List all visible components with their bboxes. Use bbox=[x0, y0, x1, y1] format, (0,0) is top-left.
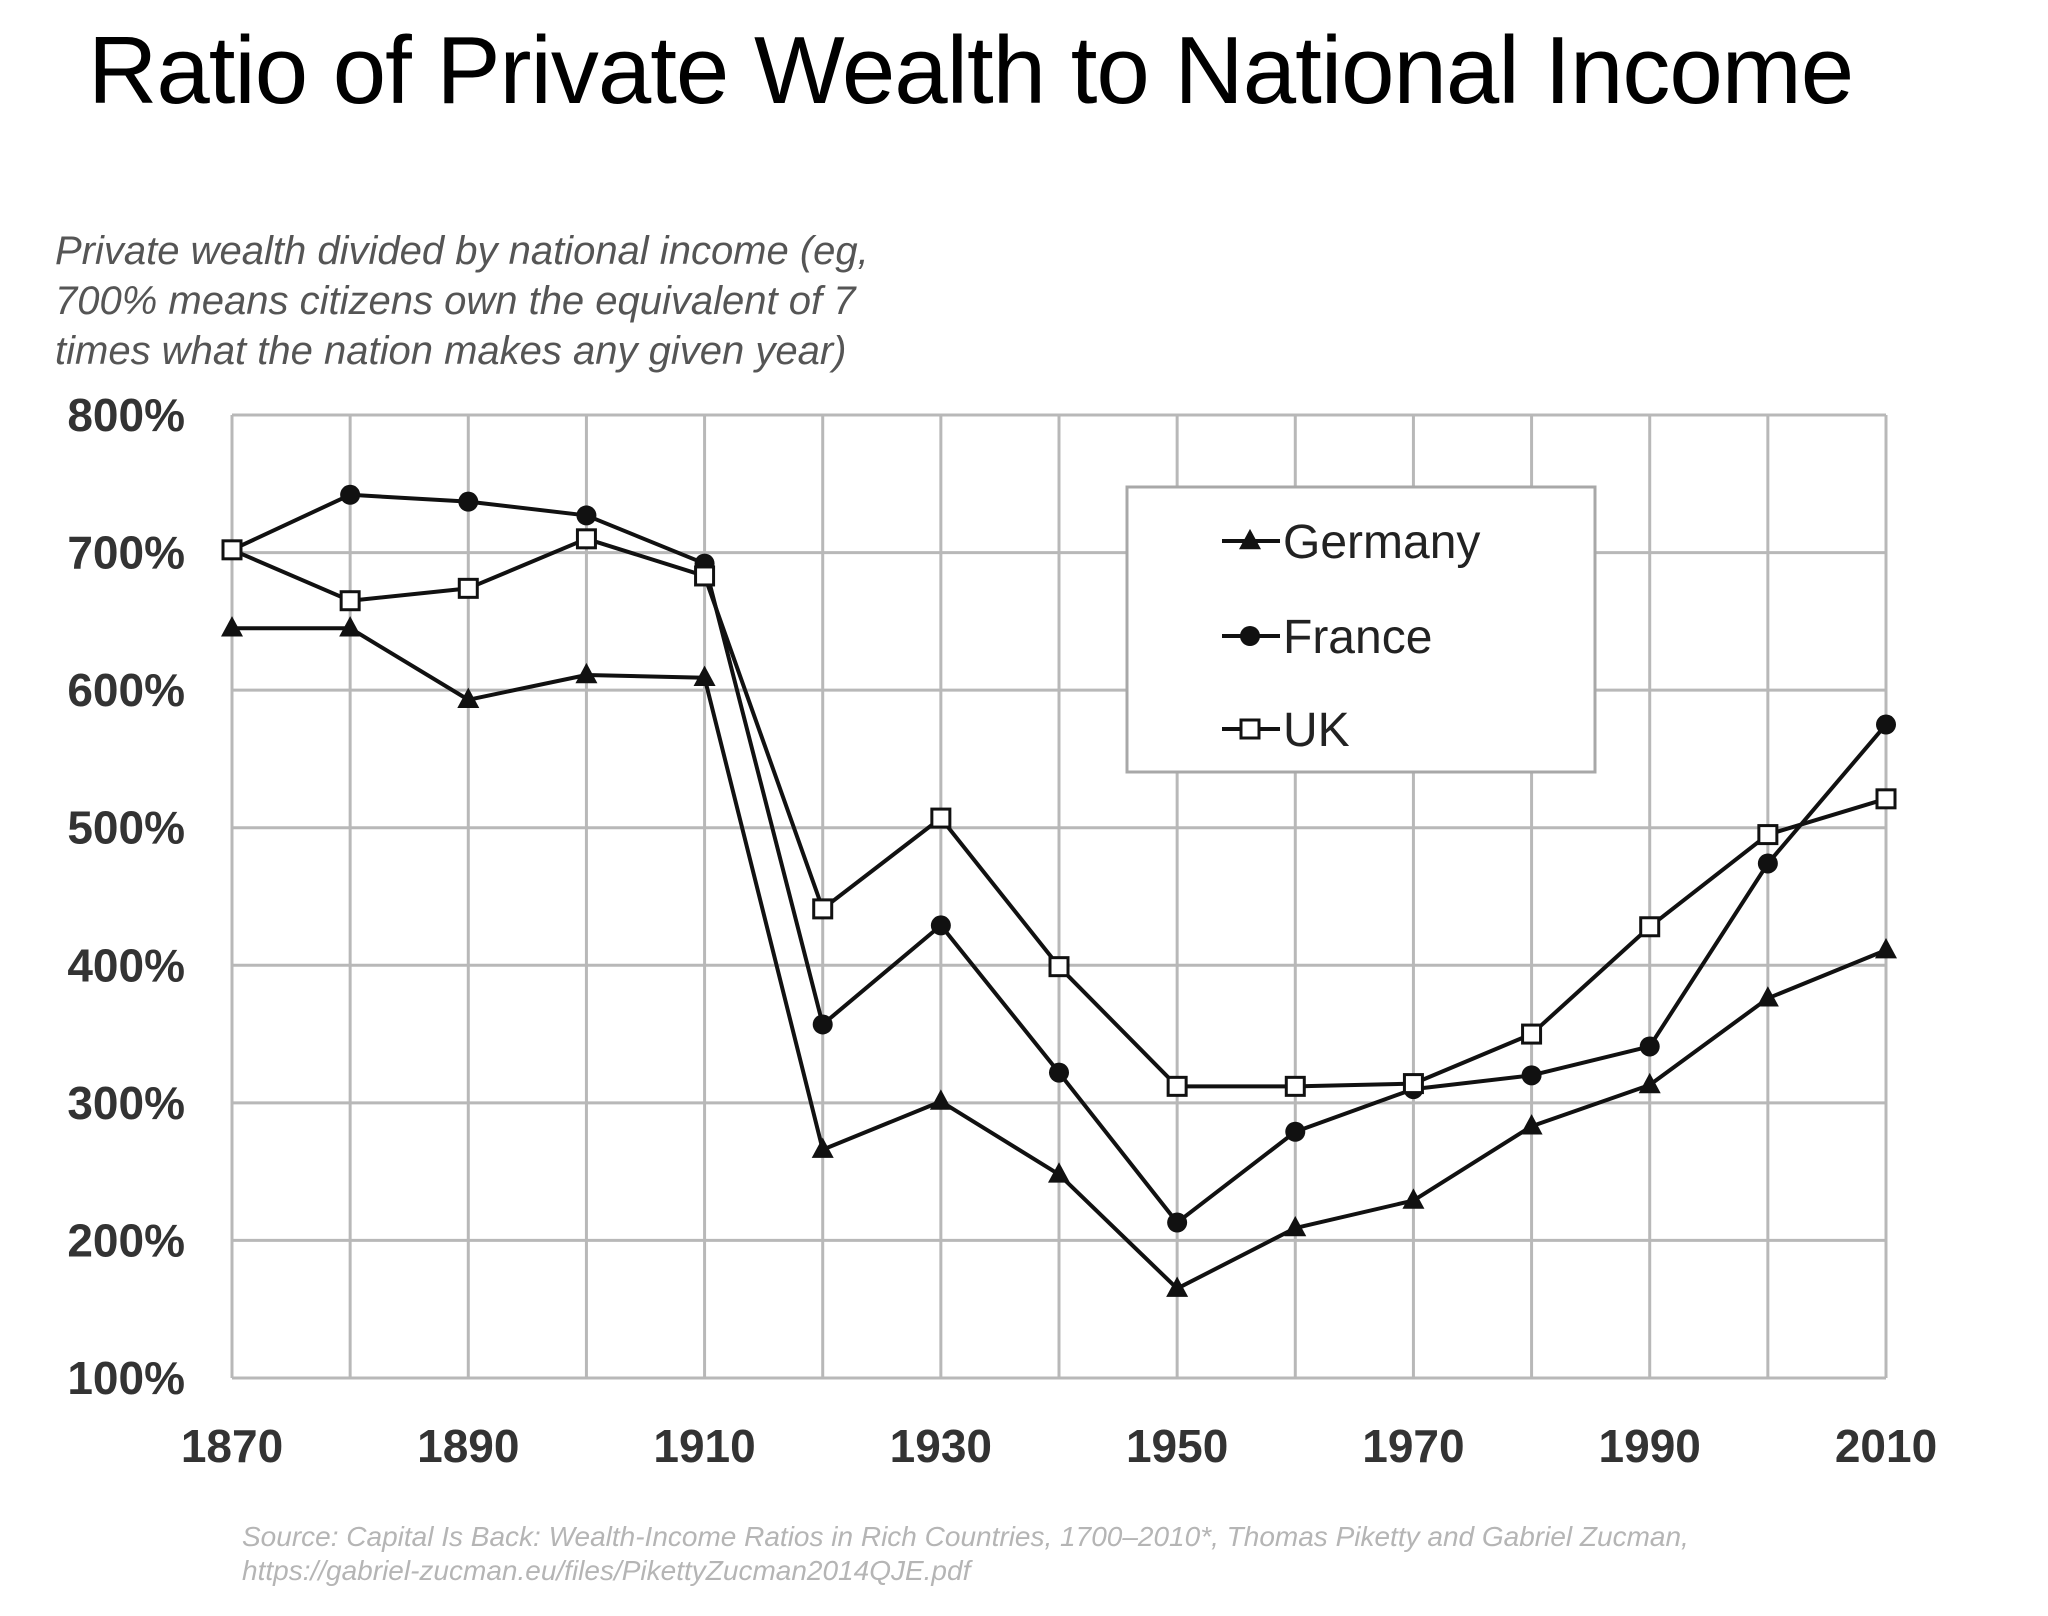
legend-marker-germany bbox=[1239, 528, 1261, 550]
data-point-uk bbox=[1166, 1075, 1188, 1097]
y-tick-label: 400% bbox=[67, 939, 185, 991]
legend-label-germany: Germany bbox=[1283, 516, 1480, 569]
y-tick-label: 100% bbox=[67, 1352, 185, 1404]
chart-subtitle: Private wealth divided by national incom… bbox=[55, 229, 869, 373]
data-point-france bbox=[1521, 1065, 1542, 1086]
x-tick-label: 1970 bbox=[1362, 1420, 1464, 1472]
x-tick-label: 1950 bbox=[1126, 1420, 1228, 1472]
data-point-france bbox=[576, 505, 597, 526]
data-point-uk bbox=[812, 898, 834, 920]
source-note: Source: Capital Is Back: Wealth-Income R… bbox=[242, 1520, 1689, 1588]
data-point-germany bbox=[1756, 986, 1779, 1007]
data-point-germany bbox=[1048, 1162, 1070, 1183]
data-point-uk bbox=[1284, 1075, 1306, 1097]
data-point-uk bbox=[575, 528, 597, 550]
legend: Germany France UK bbox=[1125, 485, 1597, 774]
y-tick-label: 600% bbox=[67, 664, 185, 716]
data-point-germany bbox=[221, 616, 243, 637]
data-point-uk bbox=[457, 577, 479, 599]
data-point-uk bbox=[694, 565, 716, 587]
data-point-germany bbox=[1284, 1215, 1307, 1237]
x-tick-labels: 1870 1890 1910 1930 1950 1970 1990 2010 bbox=[181, 1420, 1937, 1472]
y-tick-label: 700% bbox=[67, 527, 185, 579]
data-point-france bbox=[930, 915, 951, 936]
y-tick-label: 300% bbox=[67, 1077, 185, 1129]
data-point-germany bbox=[1875, 938, 1897, 959]
legend-label-france: France bbox=[1283, 611, 1432, 664]
source-line-1: Source: Capital Is Back: Wealth-Income R… bbox=[242, 1521, 1689, 1552]
chart-title: Ratio of Private Wealth to National Inco… bbox=[88, 17, 1854, 124]
series-group bbox=[221, 484, 1897, 1297]
grid-lines bbox=[230, 413, 1888, 1380]
x-tick-label: 2010 bbox=[1835, 1420, 1937, 1472]
data-point-france bbox=[1876, 714, 1896, 735]
legend-marker-uk bbox=[1239, 718, 1261, 740]
y-tick-label: 500% bbox=[67, 802, 185, 854]
data-point-uk bbox=[1521, 1023, 1543, 1045]
data-point-uk bbox=[339, 590, 361, 612]
x-tick-label: 1910 bbox=[653, 1420, 755, 1472]
data-point-uk bbox=[221, 539, 243, 561]
y-tick-label: 800% bbox=[67, 389, 185, 441]
data-point-france bbox=[1167, 1212, 1188, 1233]
data-point-france bbox=[1285, 1121, 1306, 1142]
data-point-uk bbox=[1402, 1073, 1424, 1095]
data-point-germany bbox=[1402, 1188, 1425, 1209]
data-point-germany bbox=[457, 687, 480, 709]
source-line-2: https://gabriel-zucman.eu/files/PikettyZ… bbox=[242, 1555, 971, 1586]
data-point-germany bbox=[811, 1137, 834, 1158]
series-germany bbox=[221, 616, 1897, 1297]
legend-box bbox=[1125, 485, 1597, 774]
data-point-france bbox=[1757, 853, 1778, 874]
y-tick-label: 200% bbox=[67, 1214, 185, 1266]
data-point-germany bbox=[339, 616, 362, 637]
legend-marker-france bbox=[1240, 626, 1260, 646]
data-point-france bbox=[812, 1014, 833, 1035]
data-point-uk bbox=[1048, 956, 1070, 978]
data-point-france bbox=[340, 484, 361, 505]
x-tick-label: 1930 bbox=[890, 1420, 992, 1472]
data-point-uk bbox=[930, 807, 952, 829]
data-point-germany bbox=[1166, 1276, 1189, 1297]
x-tick-label: 1990 bbox=[1599, 1420, 1701, 1472]
data-point-germany bbox=[1638, 1072, 1661, 1094]
data-point-uk bbox=[1757, 824, 1779, 846]
x-tick-label: 1890 bbox=[417, 1420, 519, 1472]
data-point-germany bbox=[693, 665, 716, 687]
data-point-france bbox=[458, 491, 479, 512]
y-tick-labels: 100% 200% 300% 400% 500% 600% 700% 800% bbox=[67, 389, 185, 1404]
data-point-germany bbox=[575, 662, 598, 684]
data-point-france bbox=[1049, 1062, 1069, 1083]
data-point-france bbox=[1639, 1036, 1660, 1057]
data-point-germany bbox=[929, 1089, 952, 1110]
series-uk bbox=[221, 528, 1897, 1097]
data-point-uk bbox=[1639, 916, 1661, 938]
data-point-germany bbox=[1520, 1114, 1543, 1135]
legend-label-uk: UK bbox=[1283, 704, 1350, 757]
data-point-uk bbox=[1875, 788, 1897, 810]
x-tick-label: 1870 bbox=[181, 1420, 283, 1472]
